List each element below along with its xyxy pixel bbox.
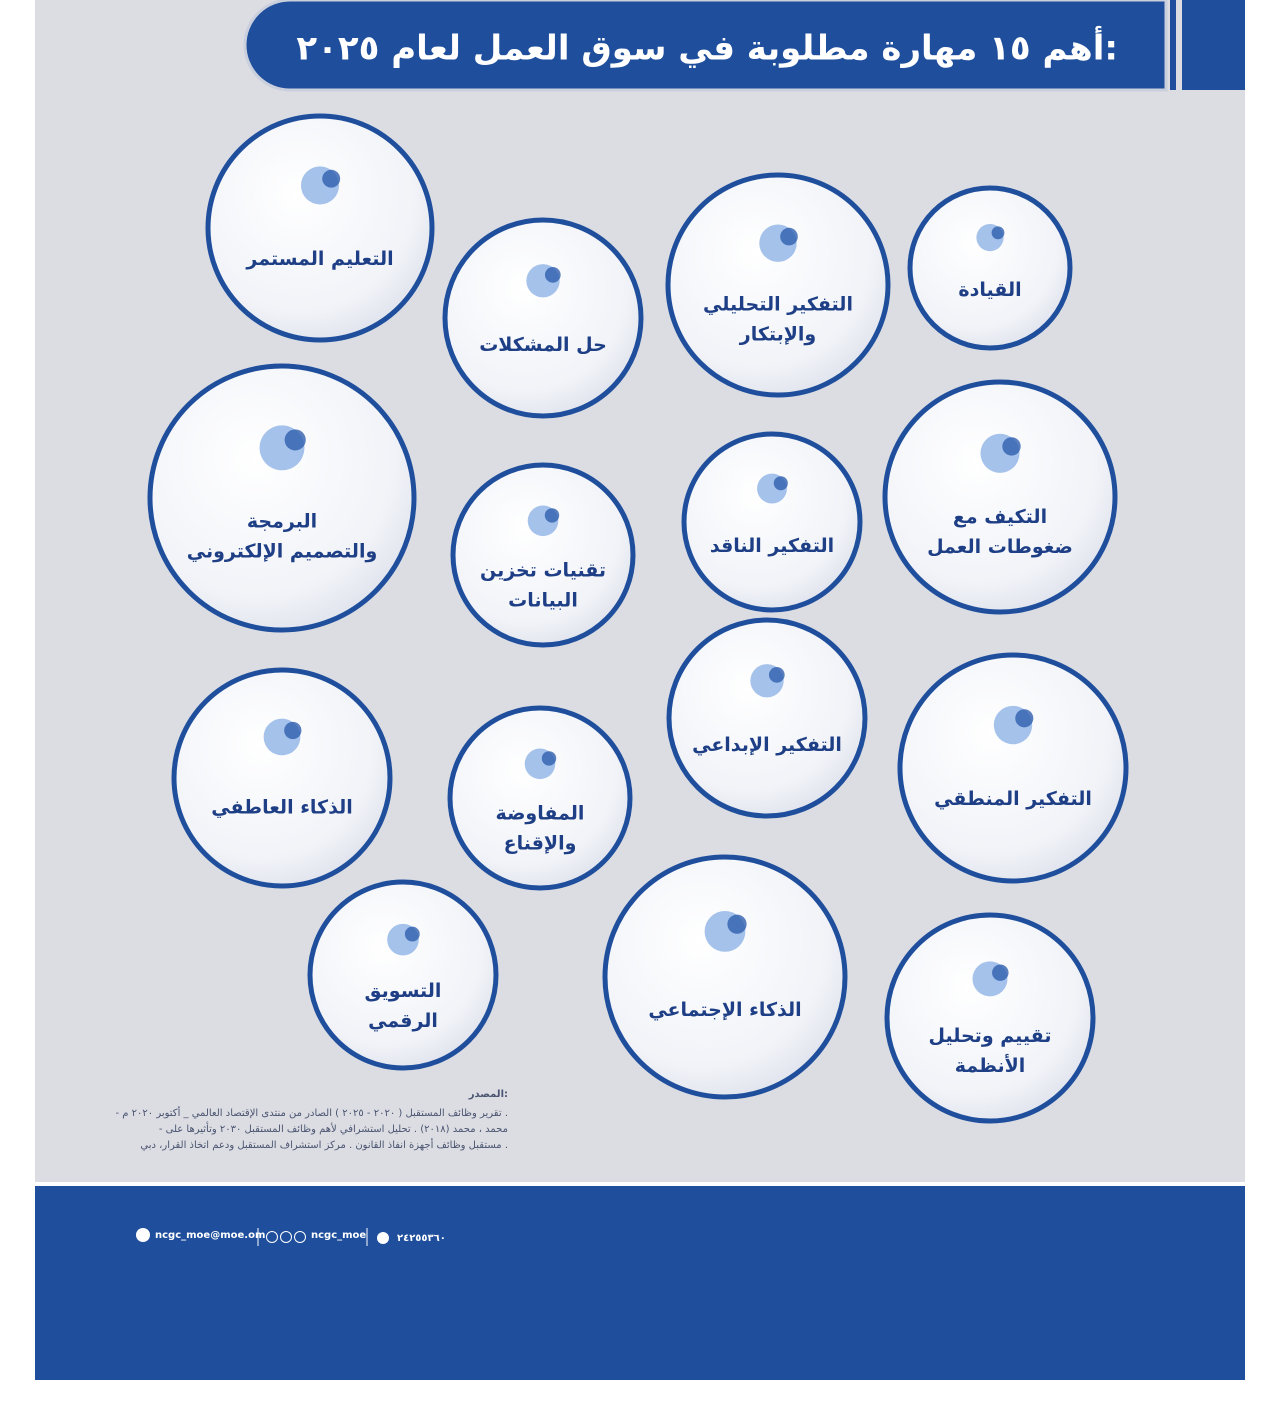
phone-icon (377, 1232, 389, 1244)
skill-card: البرمجة والتصميم الإلكتروني (147, 363, 417, 633)
skill-circle (681, 431, 863, 613)
sources: - تقرير وظائف المستقبل ( ٢٠٢٠ - ٢٠٢٥ ) ا… (115, 1106, 508, 1151)
skill-label: والإبتكار (739, 323, 816, 345)
skill-card: القيادة (907, 185, 1073, 351)
skill-label: التكيف مع (953, 506, 1047, 528)
skill-card: التفكير الناقد (681, 431, 863, 613)
source-line: مستقبل وظائف أجهزة انفاذ القانون . مركز … (140, 1138, 508, 1151)
skills: التعليم المستمر القيادة التفكير التحليلي وا… (147, 113, 1129, 1124)
skill-circle (602, 854, 848, 1100)
skill-label: التسويق (365, 980, 442, 1002)
skill-card: الذكاء الإجتماعي (602, 854, 848, 1100)
social-icon (266, 1231, 278, 1243)
skill-card: تقنيات تخزين البيانات (450, 462, 636, 648)
social-icon (280, 1231, 292, 1243)
skill-label: ضغوطات العمل (927, 536, 1073, 558)
skill-icon (544, 508, 560, 523)
source-line: - محمد ، محمد (٢٠١٨) . تحليل استشرافي لأ… (159, 1121, 508, 1135)
skill-label: والإقناع (504, 833, 577, 855)
email-icon (136, 1228, 150, 1242)
skill-label: التفكير التحليلي (703, 293, 853, 315)
skill-label: الذكاء الإجتماعي (648, 999, 801, 1021)
skill-circle (882, 379, 1118, 615)
skill-label: التعليم المستمر (245, 248, 393, 270)
skill-circle (884, 912, 1096, 1124)
skill-label: التفكير الناقد (710, 535, 834, 557)
phone: ٢٤٢٥٥٣٦٠ (397, 1233, 446, 1244)
skill-card: التكيف مع ضغوطات العمل (882, 379, 1118, 615)
skill-circle (666, 617, 868, 819)
skill-label: الذكاء العاطفي (211, 797, 352, 819)
skill-circle (205, 113, 435, 343)
skill-card: المفاوضة والإقناع (447, 705, 633, 891)
skill-label: الرقمي (368, 1010, 438, 1032)
skill-icon (322, 169, 341, 188)
skill-circle (147, 363, 417, 633)
skill-icon (991, 226, 1005, 240)
skill-circle (442, 217, 644, 419)
skill-circle (897, 652, 1129, 884)
skill-icon (780, 227, 798, 246)
skill-icon (992, 964, 1009, 981)
skill-card: التفكير المنطقي (897, 652, 1129, 884)
skill-label: البيانات (508, 590, 578, 612)
skill-circle (907, 185, 1073, 351)
skill-icon (773, 476, 788, 491)
skill-label: حل المشكلات (479, 334, 607, 356)
skill-label: المفاوضة (496, 803, 585, 825)
skill-card: الذكاء العاطفي (171, 667, 393, 889)
skill-label: التفكير الإبداعي (692, 734, 842, 756)
skill-icon (284, 429, 306, 451)
skill-label: البرمجة (247, 510, 317, 532)
skill-icon (541, 751, 557, 766)
skill-label: والتصميم الإلكتروني (187, 540, 378, 562)
skill-icon (727, 914, 747, 934)
skill-card: التعليم المستمر (205, 113, 435, 343)
header-bar (1182, 0, 1245, 90)
title: أهم ١٥ مهارة مطلوبة في سوق العمل لعام ٢٠… (296, 26, 1118, 69)
header-pill (243, 0, 1168, 92)
skill-card: حل المشكلات (442, 217, 644, 419)
skill-label: تقنيات تخزين (480, 560, 606, 582)
skill-circle (171, 667, 393, 889)
skill-icon (1015, 709, 1034, 728)
skill-label: القيادة (958, 279, 1021, 301)
footer-contacts: ncgc_moe@moe.om ncgc_moe ٢٤٢٥٥٣٦٠ (136, 1228, 446, 1246)
source-line: - تقرير وظائف المستقبل ( ٢٠٢٠ - ٢٠٢٥ ) ا… (115, 1106, 508, 1119)
footer-band (35, 1186, 1245, 1380)
social-handle: ncgc_moe (311, 1230, 366, 1241)
skill-card: تقييم وتحليل الأنظمة (884, 912, 1096, 1124)
source-heading: المصدر: (468, 1089, 508, 1100)
skill-icon (544, 267, 561, 283)
skill-icon (284, 721, 302, 740)
skill-card: التفكير الإبداعي (666, 617, 868, 819)
skill-label: تقييم وتحليل (929, 1025, 1052, 1047)
skill-circle (307, 879, 499, 1071)
skill-icon (768, 667, 785, 683)
skill-circle (447, 705, 633, 891)
skill-circle (450, 462, 636, 648)
skill-card: التفكير التحليلي والإبتكار (665, 172, 891, 398)
skill-icon (404, 926, 420, 942)
social-icon (294, 1231, 306, 1243)
email: ncgc_moe@moe.om (155, 1230, 265, 1241)
skill-circle (665, 172, 891, 398)
skill-label: الأنظمة (955, 1054, 1026, 1077)
skill-label: التفكير المنطقي (934, 788, 1092, 810)
skill-icon (1002, 437, 1021, 456)
skill-card: التسويق الرقمي (307, 879, 499, 1071)
header-bar (1170, 0, 1176, 90)
